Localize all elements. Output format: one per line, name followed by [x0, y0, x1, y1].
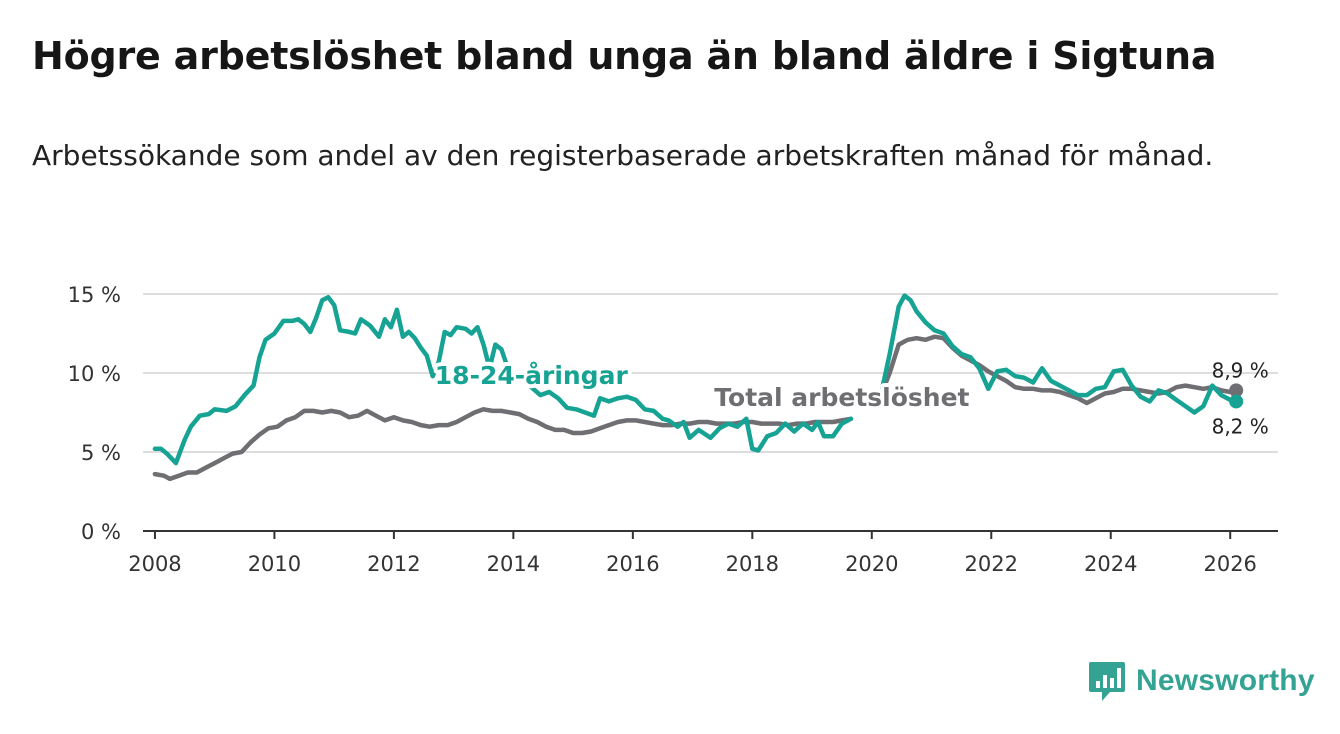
x-tick-label: 2014: [487, 552, 540, 576]
line-chart: 0 %5 %10 %15 % 2008 2010 2012 2014 2016 2018 2…: [68, 283, 1278, 576]
chart-title: Högre arbetslöshet bland unga än bland ä…: [32, 34, 1217, 78]
x-tick-label: 2024: [1084, 552, 1137, 576]
y-tick-label: 0 %: [81, 520, 121, 544]
series-line-youth: [152, 294, 854, 466]
series-label-total: Total arbetslöshet: [714, 383, 969, 412]
series-label-youth: 18-24-åringar: [435, 361, 629, 390]
grid: [143, 293, 1278, 453]
end-point-total: [1229, 383, 1244, 398]
brand-logo[interactable]: Newsworthy: [1088, 660, 1315, 702]
series-group: [152, 293, 1244, 482]
x-tick-label: 2026: [1203, 552, 1256, 576]
end-label-total: 8,9 %: [1212, 358, 1269, 382]
x-tick-label: 2020: [845, 552, 898, 576]
y-tick-label: 15 %: [68, 283, 121, 307]
end-point-youth: [1229, 394, 1244, 409]
series-label-halo-total: Total arbetslöshet: [714, 383, 969, 412]
x-tick-label: 2008: [128, 552, 181, 576]
series-line-youth: [878, 293, 1239, 415]
brand-name: Newsworthy: [1136, 664, 1315, 697]
chart-subtitle: Arbetssökande som andel av den registerb…: [32, 139, 1214, 172]
y-axis: 0 % 5 % 10 % 15 %: [68, 283, 121, 544]
x-tick-label: 2016: [606, 552, 659, 576]
x-tick-label: 2010: [248, 552, 301, 576]
x-tick-label: 2012: [367, 552, 420, 576]
series-line-total: [878, 334, 1239, 406]
series-label-halo-youth: 18-24-åringar: [435, 361, 629, 390]
y-tick-label: 5 %: [81, 441, 121, 465]
x-tick-label: 2018: [726, 552, 779, 576]
x-axis: 2008 2010 2012 2014 2016 2018 2020 2022 2024 2026: [128, 530, 1278, 576]
end-label-youth: 8,2 %: [1212, 414, 1269, 438]
labels-group: 8,9 %8,2 %18-24-åringar18-24-åringarTota…: [431, 357, 1269, 438]
y-tick-label: 10 %: [68, 362, 121, 386]
bar-chart-icon: [1089, 662, 1125, 701]
x-tick-label: 2022: [965, 552, 1018, 576]
